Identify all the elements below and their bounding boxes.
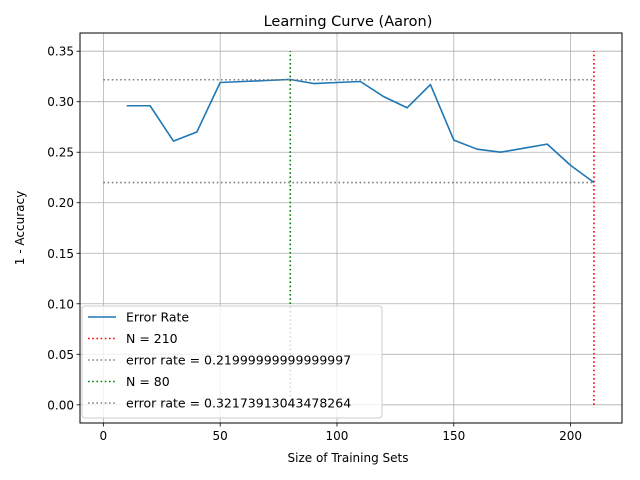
plot-series	[103, 51, 595, 405]
y-tick-label: 0.10	[47, 297, 74, 311]
plot-area-frame	[79, 32, 623, 424]
y-tick-label: 0.25	[47, 146, 74, 160]
axis-ticks: 0 50 100 150 200 0.00 0.05 0.10 0.15 0.20 0.25 0.30…	[47, 45, 582, 443]
legend: Error Rate N = 210 error rate = 0.21999999…	[81, 305, 383, 419]
y-tick-label: 0.05	[47, 348, 74, 362]
y-axis-label: 1 - Accuracy	[13, 191, 27, 265]
x-tick-label: 0	[100, 429, 108, 443]
error-rate-line	[126, 78, 595, 184]
legend-entry-label: error rate = 0.21999999999999997	[126, 353, 351, 368]
legend-entry-label: N = 80	[126, 374, 170, 389]
grid	[80, 33, 622, 423]
x-tick-label: 100	[326, 429, 349, 443]
legend-entry-label: N = 210	[126, 331, 178, 346]
y-tick-label: 0.00	[47, 398, 74, 412]
y-tick-label: 0.30	[47, 95, 74, 109]
x-tick-label: 50	[213, 429, 228, 443]
chart-title: Learning Curve (Aaron)	[264, 14, 433, 30]
legend-entry-label: error rate = 0.32173913043478264	[126, 396, 351, 411]
y-tick-label: 0.20	[47, 196, 74, 210]
legend-entry-label: Error Rate	[126, 310, 189, 325]
x-tick-label: 150	[442, 429, 465, 443]
x-axis-label: Size of Training Sets	[288, 451, 409, 465]
y-tick-label: 0.35	[47, 45, 74, 59]
legend-box	[81, 305, 383, 419]
y-tick-label: 0.15	[47, 247, 74, 261]
x-tick-label: 200	[559, 429, 582, 443]
